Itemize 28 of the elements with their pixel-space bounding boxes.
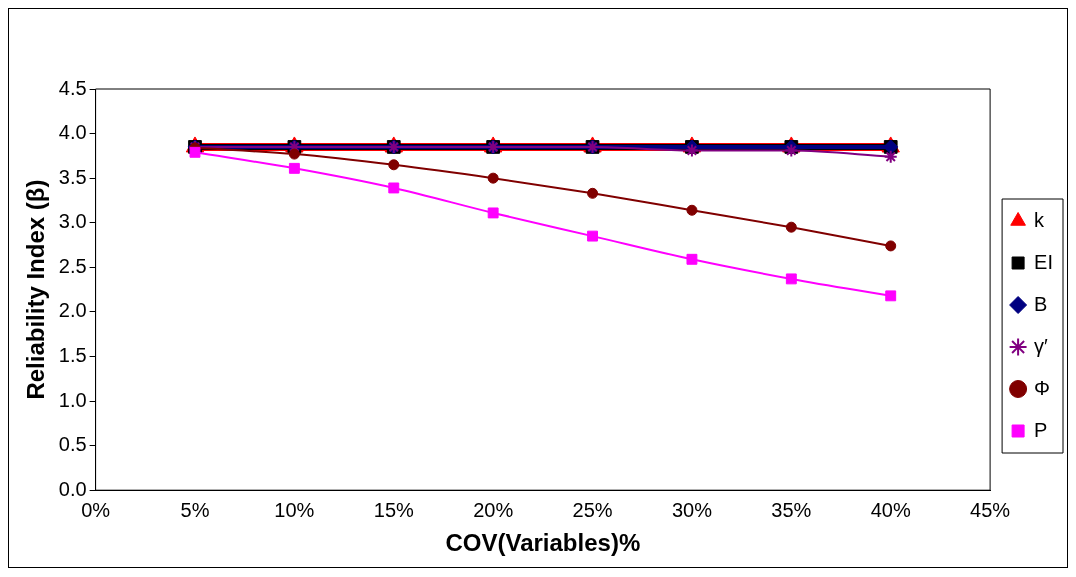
y-tick-label: 1.5	[58, 343, 87, 366]
y-tick-label: 4.5	[58, 76, 87, 99]
y-tick-label: 2.0	[58, 299, 87, 322]
x-tick-label: 40%	[870, 498, 911, 521]
legend-label: Φ	[1034, 376, 1051, 399]
y-tick-label: 0.0	[58, 477, 87, 500]
x-tick-label: 30%	[671, 498, 713, 521]
y-tick-label: 3.0	[58, 210, 87, 233]
x-axis-title: COV(Variables)%	[445, 529, 641, 557]
legend-label: EI	[1034, 250, 1054, 273]
x-tick-label: 5%	[180, 498, 210, 521]
y-tick-label: 1.0	[58, 388, 87, 411]
legend-label: B	[1034, 292, 1048, 315]
legend-label: P	[1034, 418, 1048, 441]
x-tick-label: 20%	[473, 498, 514, 521]
y-axis-title: Reliability Index (β)	[22, 179, 50, 400]
x-tick-label: 45%	[970, 498, 1011, 521]
y-tick-label: 0.5	[58, 433, 87, 456]
x-tick-label: 0%	[81, 498, 111, 521]
x-tick-label: 10%	[274, 498, 315, 521]
x-tick-label: 15%	[373, 498, 414, 521]
y-tick-label: 2.5	[58, 254, 87, 277]
y-tick-label: 3.5	[58, 165, 87, 188]
legend-label: γ′	[1034, 334, 1049, 357]
x-tick-label: 35%	[771, 498, 812, 521]
x-tick-label: 25%	[572, 498, 613, 521]
legend-label: k	[1034, 208, 1046, 231]
y-tick-label: 4.0	[58, 121, 87, 144]
